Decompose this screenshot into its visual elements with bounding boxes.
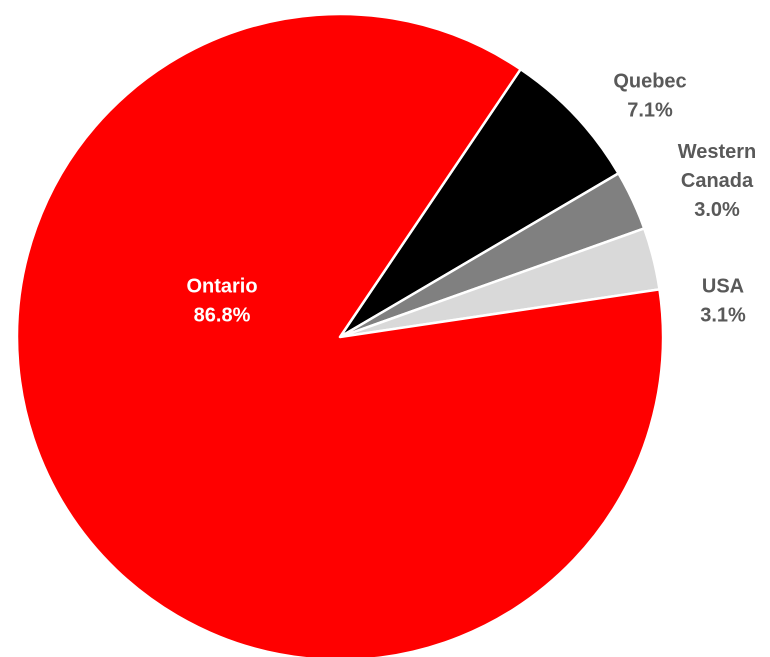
pie-slice-quebec bbox=[338, 67, 620, 339]
slice-value-label: 3.0% bbox=[694, 199, 740, 221]
slice-category-label: Western bbox=[678, 141, 757, 163]
slice-label-usa: USA 3.1% bbox=[700, 276, 746, 327]
slice-value-label: 7.1% bbox=[627, 100, 673, 122]
slice-label-quebec: Quebec 7.1% bbox=[613, 71, 686, 122]
slice-category-label: USA bbox=[702, 276, 744, 298]
pie-labels: Quebec 7.1%Western Canada 3.0% USA 3.1% Ontari… bbox=[186, 71, 756, 327]
slice-category-label: Quebec bbox=[613, 71, 686, 93]
slice-value-label: 3.1% bbox=[700, 305, 746, 327]
slice-category-label: Ontario bbox=[186, 276, 257, 298]
slice-label-western-canada: Western Canada 3.0% bbox=[678, 141, 757, 221]
slice-category-label: Canada bbox=[681, 170, 754, 192]
pie-slices bbox=[15, 12, 665, 657]
pie-slice-ontario bbox=[15, 12, 665, 657]
slice-value-label: 86.8% bbox=[194, 305, 251, 327]
slice-label-ontario: Ontario 86.8% bbox=[186, 276, 257, 327]
